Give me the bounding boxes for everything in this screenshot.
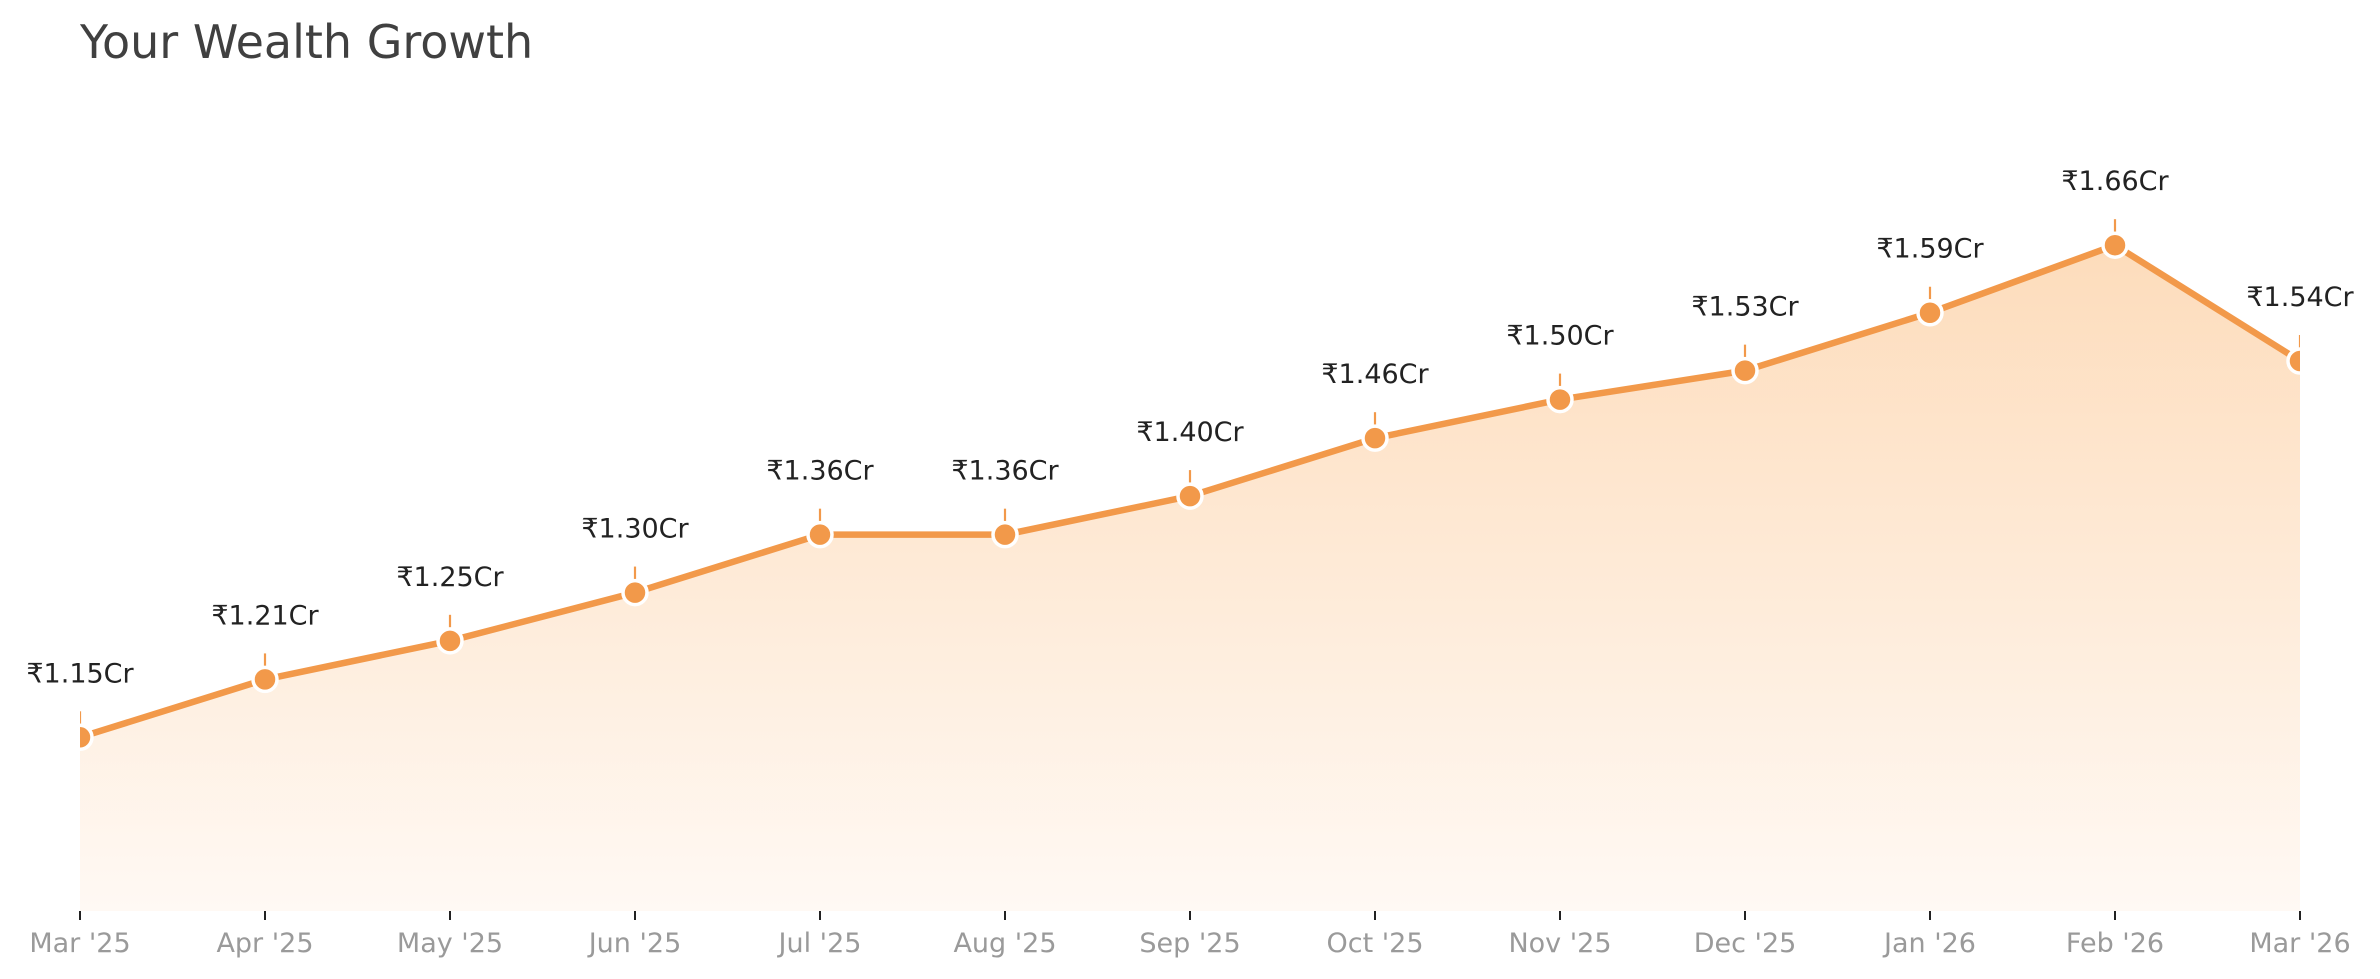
data-point <box>1176 482 1204 510</box>
data-label: ₹1.40Cr <box>1136 417 1244 448</box>
data-point <box>621 578 649 607</box>
data-label: ₹1.59Cr <box>1876 234 1984 265</box>
data-point <box>991 520 1019 549</box>
data-label: ₹1.46Cr <box>1321 359 1429 390</box>
x-tick-label: Apr '25 <box>216 928 313 959</box>
data-point <box>251 665 279 694</box>
x-tick-label: Dec '25 <box>1694 928 1797 959</box>
x-tick-label: Nov '25 <box>1508 928 1611 959</box>
data-point <box>1361 424 1389 452</box>
x-tick-label: Jul '25 <box>777 928 862 959</box>
data-label: ₹1.53Cr <box>1691 292 1799 323</box>
data-label: ₹1.36Cr <box>766 456 874 487</box>
x-tick-label: May '25 <box>397 928 503 959</box>
data-point <box>806 520 834 549</box>
x-tick-label: Mar '25 <box>29 928 130 959</box>
x-tick-label: Mar '26 <box>2249 928 2350 959</box>
x-tick-label: Oct '25 <box>1326 928 1423 959</box>
x-tick-label: Aug '25 <box>953 928 1056 959</box>
data-label: ₹1.36Cr <box>951 456 1059 487</box>
data-label: ₹1.15Cr <box>26 658 134 689</box>
area-fill <box>80 245 2300 911</box>
data-point <box>1916 298 1944 327</box>
data-label: ₹1.54Cr <box>2246 282 2354 313</box>
data-point <box>80 723 94 752</box>
data-label: ₹1.50Cr <box>1506 321 1614 352</box>
chart-title: Your Wealth Growth <box>79 15 533 69</box>
data-label: ₹1.66Cr <box>2061 166 2169 197</box>
data-point <box>1731 356 1759 385</box>
data-label: ₹1.21Cr <box>211 600 319 631</box>
data-label: ₹1.25Cr <box>396 562 504 593</box>
x-tick-label: Sep '25 <box>1139 928 1240 959</box>
data-point <box>2286 347 2300 375</box>
data-point <box>436 627 464 655</box>
data-label: ₹1.30Cr <box>581 514 689 545</box>
data-point <box>2101 231 2129 259</box>
x-tick-label: Feb '26 <box>2066 928 2164 959</box>
data-point <box>1546 385 1574 414</box>
x-tick-label: Jun '25 <box>587 928 682 959</box>
x-tick-label: Jan '26 <box>1882 928 1976 959</box>
